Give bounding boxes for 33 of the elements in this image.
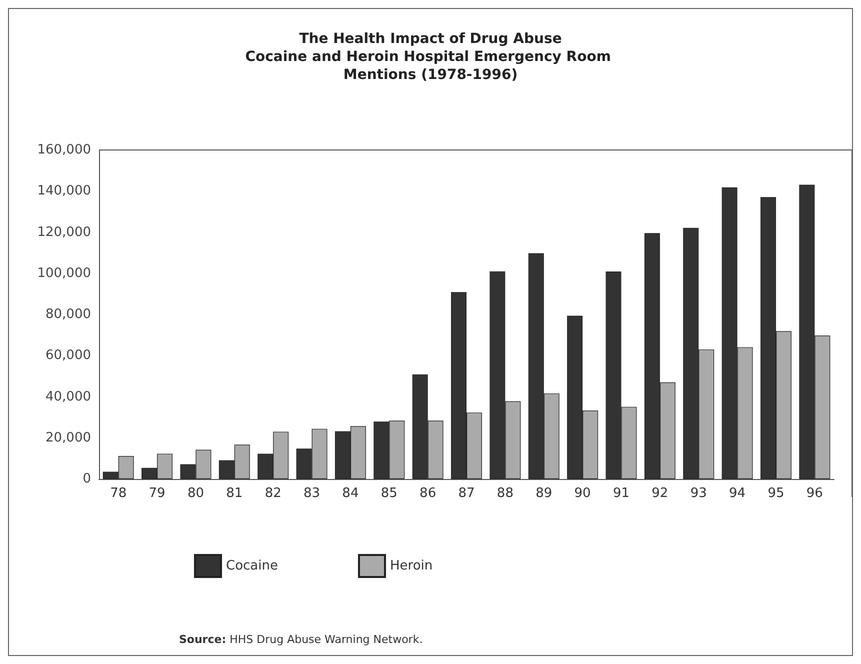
x-tick-label: 91: [612, 486, 630, 501]
x-tick-label: 94: [729, 486, 746, 501]
x-tick-label: 83: [303, 486, 320, 501]
x-tick-label: 90: [574, 486, 591, 501]
x-tick-label: 81: [226, 486, 243, 501]
y-tick-label: 120,000: [37, 224, 91, 240]
x-tick-label: 96: [806, 486, 823, 501]
y-tick-label: 160,000: [37, 142, 91, 158]
chart-subtitle: Cocaine and Heroin Hospital Emergency Room Mentions (1978-1996): [245, 49, 616, 83]
y-tick-label: 40,000: [46, 389, 91, 404]
x-tick-label: 79: [148, 486, 166, 501]
x-tick-label: 86: [420, 486, 436, 501]
x-tick-label: 78: [110, 486, 127, 501]
legend-label: Cocaine: [226, 558, 278, 574]
source-note: Source: HHS Drug Abuse Warning Network.: [179, 633, 423, 646]
chart-title: The Health Impact of Drug Abuse: [299, 31, 562, 47]
x-tick-label: 87: [458, 486, 475, 501]
x-tick-label: 95: [768, 486, 784, 501]
legend-label: Heroin: [390, 558, 433, 574]
x-tick-label: 93: [690, 486, 707, 501]
x-tick-label: 84: [342, 486, 359, 501]
y-tick-label: 80,000: [46, 307, 91, 322]
x-tick-label: 92: [652, 486, 668, 501]
y-tick-label: 20,000: [46, 430, 91, 446]
x-tick-label: 89: [536, 486, 552, 501]
y-tick-label: 60,000: [46, 348, 91, 364]
y-tick-label: 100,000: [37, 266, 91, 281]
x-tick-label: 82: [264, 486, 282, 501]
y-tick-label: 0: [82, 472, 91, 486]
x-tick-label: 88: [496, 486, 514, 501]
x-tick-label: 80: [187, 486, 204, 501]
y-tick-label: 140,000: [37, 184, 91, 199]
x-tick-label: 85: [380, 486, 398, 501]
